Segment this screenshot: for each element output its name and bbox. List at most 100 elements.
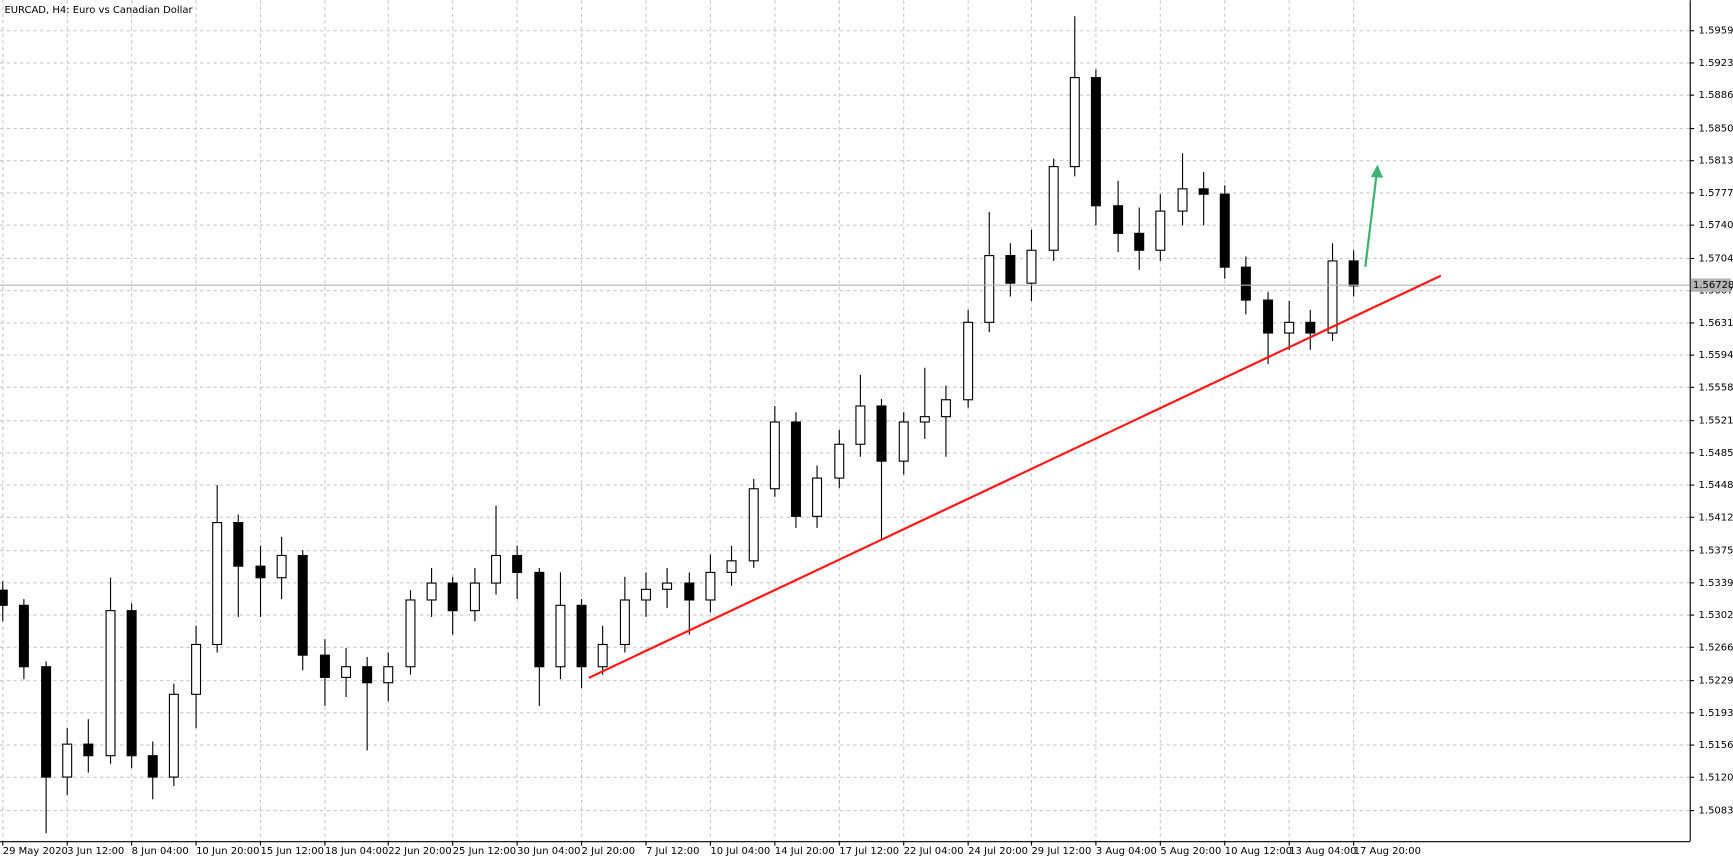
up-arrow (1364, 164, 1384, 267)
candle-body (576, 604, 587, 668)
price-label: 1.56728 (1693, 280, 1733, 291)
chart-title: EURCAD, H4: Euro vs Canadian Dollar (4, 5, 193, 16)
candle-body (1026, 249, 1037, 284)
y-tick-label: 1.52295 (1699, 676, 1733, 687)
y-tick-label: 1.51930 (1699, 708, 1733, 719)
arrow-shaft (1364, 175, 1378, 267)
candle-body (705, 571, 716, 601)
candle-body (1155, 210, 1166, 251)
candle-body (41, 666, 52, 778)
candle-body (619, 599, 630, 646)
candle-body (640, 588, 651, 601)
candle-body (726, 560, 737, 573)
y-tick-label: 1.57040 (1699, 253, 1733, 264)
x-tick-label: 13 Aug 04:00 (1289, 846, 1356, 857)
y-tick-label: 1.58500 (1699, 124, 1733, 135)
x-tick-label: 5 Aug 20:00 (1160, 846, 1221, 857)
candle-body (1198, 188, 1209, 195)
candle-body (919, 416, 930, 423)
candle-body (276, 554, 287, 579)
x-tick-label: 18 Jun 04:00 (325, 846, 388, 857)
y-tick-label: 1.55215 (1699, 416, 1733, 427)
candle-body (1069, 77, 1080, 168)
x-tick-label: 29 Jul 12:00 (1031, 846, 1091, 857)
candle-body (876, 405, 887, 462)
x-tick-label: 7 Jul 12:00 (646, 846, 700, 857)
candle-body (597, 643, 608, 668)
candle-body (191, 643, 202, 695)
x-tick-label: 17 Jul 12:00 (839, 846, 899, 857)
x-tick-label: 10 Jul 04:00 (710, 846, 770, 857)
y-tick-label: 1.54120 (1699, 512, 1733, 523)
candle-body (963, 321, 974, 401)
x-tick-label: 17 Aug 20:00 (1354, 846, 1421, 857)
candle-body (555, 604, 566, 668)
x-tick-label: 22 Jul 04:00 (904, 846, 964, 857)
x-tick-label: 2 Jul 20:00 (582, 846, 636, 857)
x-tick-label: 30 Jun 04:00 (517, 846, 580, 857)
candle-body (1113, 205, 1124, 234)
x-tick-label: 29 May 2020 (3, 846, 68, 857)
y-tick-label: 1.59595 (1699, 26, 1733, 37)
candle-body (684, 582, 695, 601)
candle-body (1219, 193, 1230, 268)
y-tick-label: 1.51565 (1699, 740, 1733, 751)
candle-body (834, 443, 845, 479)
x-tick-label: 3 Aug 04:00 (1096, 846, 1157, 857)
candle-body (1090, 77, 1101, 207)
candle-body (1284, 321, 1295, 334)
y-tick-label: 1.58865 (1699, 90, 1733, 101)
price-box (1690, 278, 1731, 292)
x-tick-label: 15 Jun 12:00 (261, 846, 324, 857)
candle-body (1305, 321, 1316, 334)
candle-body (447, 582, 458, 612)
candle-body (319, 654, 330, 678)
candle-body (1240, 266, 1251, 301)
candle-body (362, 666, 373, 684)
candle-body (512, 554, 523, 573)
candles (0, 16, 1690, 834)
y-tick-label: 1.52660 (1699, 642, 1733, 653)
candle-body (790, 421, 801, 517)
candle-body (168, 693, 179, 778)
y-tick-label: 1.58135 (1699, 156, 1733, 167)
candle-body (255, 565, 266, 579)
y-tick-label: 1.57770 (1699, 188, 1733, 199)
y-tick-label: 1.55945 (1699, 350, 1733, 361)
x-tick-label: 22 Jun 20:00 (388, 846, 451, 857)
candle-body (126, 610, 137, 757)
candle-body (812, 477, 823, 517)
x-tick-label: 14 Jul 20:00 (775, 846, 835, 857)
candle-body (748, 488, 759, 562)
candle-body (18, 604, 29, 668)
y-tick-label: 1.56310 (1699, 318, 1733, 329)
candle-body (147, 755, 158, 778)
candle-body (62, 743, 73, 778)
y-tick-label: 1.50835 (1699, 806, 1733, 817)
arrow-head (1370, 164, 1384, 178)
candle-body (341, 666, 352, 678)
candle-body (1005, 255, 1016, 284)
candle-body (383, 666, 394, 684)
y-tick-label: 1.53390 (1699, 578, 1733, 589)
x-tick-label: 24 Jul 20:00 (968, 846, 1028, 857)
y-tick-label: 1.53755 (1699, 546, 1733, 557)
candle-body (491, 554, 502, 584)
candle-body (1177, 188, 1188, 212)
y-tick-label: 1.54485 (1699, 480, 1733, 491)
y-tick-label: 1.59230 (1699, 58, 1733, 69)
y-tick-label: 1.54850 (1699, 448, 1733, 459)
candle-body (1134, 232, 1145, 251)
candle-body (662, 582, 673, 590)
candle-body (898, 421, 909, 462)
x-tick-label: 8 Jun 04:00 (132, 846, 189, 857)
candle-body (212, 522, 223, 646)
candle-body (1348, 260, 1359, 287)
candle-body (769, 421, 780, 490)
candle-body (940, 399, 951, 418)
candle-body (105, 610, 116, 757)
y-tick-label: 1.51200 (1699, 772, 1733, 783)
candle-body (297, 554, 308, 656)
